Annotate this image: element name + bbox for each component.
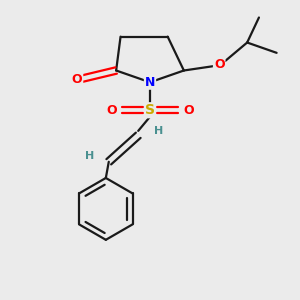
Text: H: H: [85, 151, 94, 161]
Text: O: O: [183, 104, 194, 117]
Text: O: O: [106, 104, 117, 117]
Text: S: S: [145, 103, 155, 117]
Text: O: O: [72, 73, 82, 86]
Text: O: O: [214, 58, 224, 71]
Text: N: N: [145, 76, 155, 89]
Text: H: H: [154, 126, 164, 136]
